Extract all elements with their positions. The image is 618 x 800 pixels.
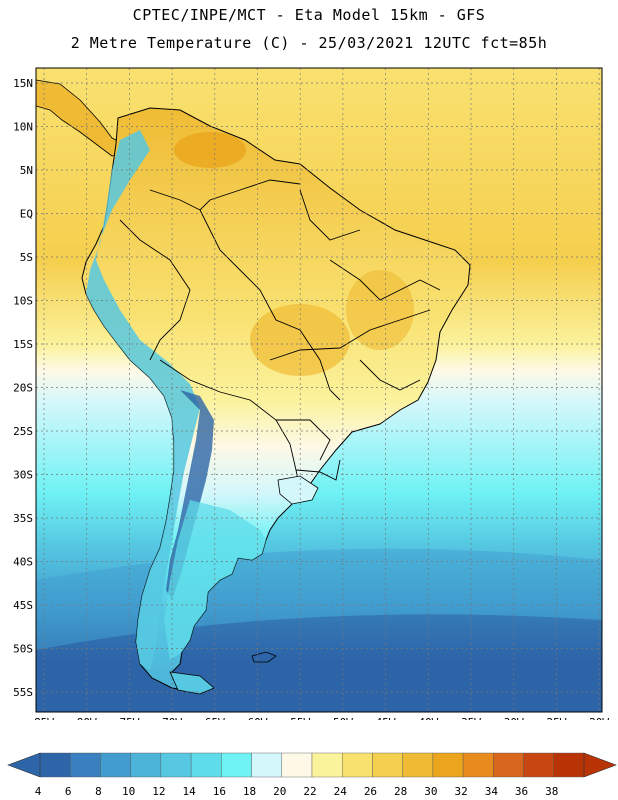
colorbar-cell (493, 752, 524, 778)
latitude-label: 40S (13, 556, 33, 569)
longitude-label: 60W (248, 716, 268, 720)
colorbar-cell (160, 752, 192, 778)
colorbar-label: 36 (515, 785, 528, 798)
colorbar-cell (523, 752, 554, 778)
colorbar-label: 10 (122, 785, 135, 798)
map-title-line1: CPTEC/INPE/MCT - Eta Model 15km - GFS (132, 6, 486, 24)
colorbar-cell (402, 752, 434, 778)
longitude-label: 35W (461, 716, 481, 720)
colorbar-cell (432, 752, 464, 778)
latitude-label: 10N (13, 121, 33, 134)
colorbar-label: 16 (213, 785, 226, 798)
map-frame (35, 67, 603, 713)
longitude-label: 40W (418, 716, 438, 720)
colorbar-label: 28 (394, 785, 407, 798)
colorbar: 4 6 8 10 12 14 16 18 20 22 24 26 28 30 32 34 36 38 (7, 752, 617, 798)
colorbar-left-arrow (7, 752, 41, 778)
colorbar-cell (281, 752, 313, 778)
latitude-label: 35S (13, 512, 33, 525)
colorbar-right-arrow (583, 752, 617, 778)
colorbar-cell (372, 752, 403, 778)
gridlines (36, 68, 602, 712)
latitude-label: 10S (13, 295, 33, 308)
latitude-label: 30S (13, 469, 33, 482)
rio-de-la-plata (277, 475, 319, 505)
colorbar-cell (70, 752, 101, 778)
colorbar-label: 38 (545, 785, 558, 798)
colorbar-label: 32 (454, 785, 467, 798)
latitude-label: 50S (13, 643, 33, 656)
latitude-labels: 15N 10N 5N EQ 5S 10S 15S 20S 25S 30S 35S 40S 45S 50S 5… (13, 77, 33, 699)
colorbar-label: 30 (424, 785, 437, 798)
latitude-label: EQ (20, 208, 33, 221)
andes-cold-strip (86, 130, 200, 670)
longitude-label: 55W (290, 716, 310, 720)
longitude-label: 25W (546, 716, 566, 720)
latitude-label: 25S (13, 425, 33, 438)
longitude-label: 45W (376, 716, 396, 720)
colorbar-label: 4 (35, 785, 42, 798)
temperature-map: 15N 10N 5N EQ 5S 10S 15S 20S 25S 30S 35S 40S 45S 50S 5… (13, 67, 609, 720)
colorbar-label: 24 (334, 785, 348, 798)
longitude-label: 50W (333, 716, 353, 720)
longitude-label: 80W (77, 716, 97, 720)
latitude-label: 55S (13, 686, 33, 699)
latitude-label: 5S (20, 251, 33, 264)
colorbar-cell (311, 752, 343, 778)
colorbar-cell (130, 752, 162, 778)
colorbar-cell (39, 752, 71, 778)
colorbar-label: 34 (485, 785, 499, 798)
longitude-label: 75W (119, 716, 139, 720)
latitude-label: 15N (13, 77, 33, 90)
longitude-label: 30W (504, 716, 524, 720)
longitude-label: 65W (205, 716, 225, 720)
longitude-label: 85W (34, 716, 54, 720)
falkland-islands (251, 651, 277, 663)
warm-patch-north (174, 132, 246, 168)
colorbar-cell (251, 752, 282, 778)
colorbar-cell (553, 752, 585, 778)
colorbar-cell (221, 752, 252, 778)
colorbar-cell (100, 752, 131, 778)
country-borders (119, 179, 441, 491)
colorbar-cell (342, 752, 373, 778)
colorbar-label: 26 (364, 785, 377, 798)
colorbar-cell (462, 752, 494, 778)
map-title-line2: 2 Metre Temperature (C) - 25/03/2021 12U… (70, 34, 548, 52)
longitude-label: 70W (162, 716, 182, 720)
colorbar-label: 12 (152, 785, 165, 798)
latitude-label: 15S (13, 338, 33, 351)
colorbar-label: 8 (95, 785, 102, 798)
latitude-label: 45S (13, 599, 33, 612)
longitude-labels: 85W 80W 75W 70W 65W 60W 55W 50W 45W 40W 35W 30W 25W 2… (34, 716, 609, 720)
warm-patch-east (346, 270, 414, 350)
longitude-label: 20W (589, 716, 609, 720)
colorbar-label: 22 (303, 785, 316, 798)
colorbar-label: 20 (273, 785, 286, 798)
tierra-del-fuego (169, 671, 215, 695)
colorbar-label: 14 (182, 785, 196, 798)
colorbar-cell (190, 752, 222, 778)
latitude-label: 5N (20, 164, 33, 177)
colorbar-label: 6 (65, 785, 72, 798)
latitude-label: 20S (13, 382, 33, 395)
colorbar-label: 18 (243, 785, 256, 798)
